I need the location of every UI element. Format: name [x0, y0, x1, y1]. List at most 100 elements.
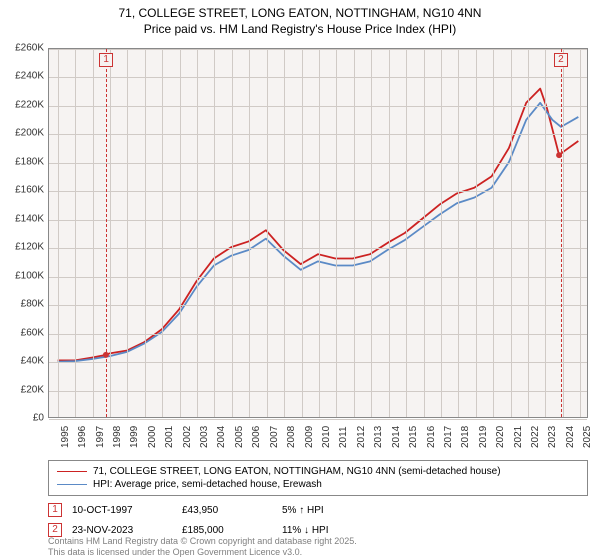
y-tick-label: £260K	[15, 43, 44, 54]
chart-title: 71, COLLEGE STREET, LONG EATON, NOTTINGH…	[0, 0, 600, 37]
grid-line-v	[528, 49, 529, 417]
grid-line-v	[545, 49, 546, 417]
marker-pct: 11% ↓ HPI	[282, 525, 329, 536]
legend-row: 71, COLLEGE STREET, LONG EATON, NOTTINGH…	[57, 465, 579, 478]
plot-area: 12	[48, 48, 588, 418]
legend-series-box: 71, COLLEGE STREET, LONG EATON, NOTTINGH…	[48, 460, 588, 496]
legend-row: HPI: Average price, semi-detached house,…	[57, 478, 579, 491]
x-tick-label: 2023	[547, 426, 551, 448]
x-tick-label: 2022	[530, 426, 534, 448]
x-tick-label: 2004	[216, 426, 220, 448]
x-tick-label: 2021	[513, 426, 517, 448]
grid-line-v	[197, 49, 198, 417]
grid-line-h	[49, 334, 587, 335]
grid-line-h	[49, 77, 587, 78]
grid-line-v	[493, 49, 494, 417]
marker-date: 23-NOV-2023	[72, 525, 172, 536]
x-tick-label: 2001	[164, 426, 168, 448]
grid-line-v	[319, 49, 320, 417]
grid-line-v	[267, 49, 268, 417]
y-tick-label: £140K	[15, 213, 44, 224]
footer-attribution: Contains HM Land Registry data © Crown c…	[48, 536, 357, 558]
series-line	[58, 103, 579, 362]
marker-box: 1	[99, 53, 113, 67]
y-tick-label: £200K	[15, 128, 44, 139]
y-axis: £0£20K£40K£60K£80K£100K£120K£140K£160K£1…	[0, 48, 48, 418]
y-tick-label: £20K	[21, 384, 44, 395]
footer-line-1: Contains HM Land Registry data © Crown c…	[48, 536, 357, 547]
grid-line-v	[354, 49, 355, 417]
x-tick-label: 2006	[251, 426, 255, 448]
legend: 71, COLLEGE STREET, LONG EATON, NOTTINGH…	[48, 460, 588, 540]
grid-line-h	[49, 305, 587, 306]
y-tick-label: £80K	[21, 299, 44, 310]
x-tick-label: 1998	[112, 426, 116, 448]
grid-line-v	[110, 49, 111, 417]
x-tick-label: 2015	[408, 426, 412, 448]
series-line	[58, 89, 579, 361]
marker-price: £43,950	[182, 505, 272, 516]
y-tick-label: £0	[33, 413, 44, 424]
grid-line-h	[49, 362, 587, 363]
x-tick-label: 2019	[478, 426, 482, 448]
grid-line-v	[336, 49, 337, 417]
x-tick-label: 2011	[338, 426, 342, 448]
y-tick-label: £120K	[15, 242, 44, 253]
x-tick-label: 2005	[234, 426, 238, 448]
x-tick-label: 1996	[77, 426, 81, 448]
grid-line-v	[249, 49, 250, 417]
grid-line-v	[441, 49, 442, 417]
marker-legend-box: 1	[48, 503, 62, 517]
grid-line-h	[49, 106, 587, 107]
y-tick-label: £60K	[21, 327, 44, 338]
y-tick-label: £160K	[15, 185, 44, 196]
grid-line-v	[563, 49, 564, 417]
x-tick-label: 2016	[426, 426, 430, 448]
grid-line-h	[49, 49, 587, 50]
grid-line-v	[162, 49, 163, 417]
x-tick-label: 2025	[582, 426, 586, 448]
x-tick-label: 2014	[391, 426, 395, 448]
title-line-2: Price paid vs. HM Land Registry's House …	[0, 22, 600, 38]
y-tick-label: £220K	[15, 99, 44, 110]
x-tick-label: 2013	[373, 426, 377, 448]
grid-line-v	[511, 49, 512, 417]
marker-date: 10-OCT-1997	[72, 505, 172, 516]
x-tick-label: 2009	[304, 426, 308, 448]
marker-pct: 5% ↑ HPI	[282, 505, 324, 516]
y-tick-label: £100K	[15, 270, 44, 281]
x-tick-label: 2008	[286, 426, 290, 448]
grid-line-v	[424, 49, 425, 417]
title-line-1: 71, COLLEGE STREET, LONG EATON, NOTTINGH…	[0, 6, 600, 22]
y-tick-label: £180K	[15, 156, 44, 167]
grid-line-v	[284, 49, 285, 417]
grid-line-v	[214, 49, 215, 417]
grid-line-h	[49, 248, 587, 249]
x-tick-label: 2017	[443, 426, 447, 448]
grid-line-v	[476, 49, 477, 417]
grid-line-v	[180, 49, 181, 417]
marker-line	[106, 49, 107, 417]
x-tick-label: 2020	[495, 426, 499, 448]
legend-swatch	[57, 471, 87, 473]
grid-line-v	[302, 49, 303, 417]
x-tick-label: 2002	[182, 426, 186, 448]
marker-legend-box: 2	[48, 523, 62, 537]
marker-line	[561, 49, 562, 417]
grid-line-v	[580, 49, 581, 417]
x-tick-label: 2018	[460, 426, 464, 448]
grid-line-h	[49, 277, 587, 278]
grid-line-h	[49, 134, 587, 135]
legend-label: HPI: Average price, semi-detached house,…	[93, 479, 322, 490]
x-tick-label: 2007	[269, 426, 273, 448]
x-axis: 1995199619971998199920002001200220032004…	[48, 418, 588, 458]
x-tick-label: 2012	[356, 426, 360, 448]
y-tick-label: £40K	[21, 356, 44, 367]
x-tick-label: 2000	[147, 426, 151, 448]
grid-line-v	[458, 49, 459, 417]
grid-line-v	[406, 49, 407, 417]
marker-box: 2	[554, 53, 568, 67]
y-tick-label: £240K	[15, 71, 44, 82]
grid-line-h	[49, 391, 587, 392]
marker-legend-row: 1 10-OCT-1997 £43,950 5% ↑ HPI	[48, 500, 588, 520]
